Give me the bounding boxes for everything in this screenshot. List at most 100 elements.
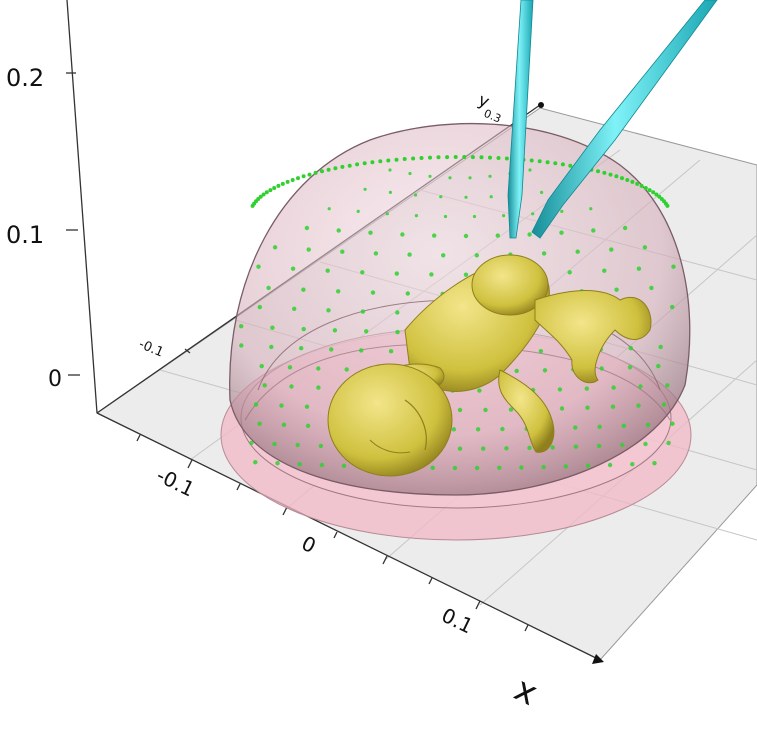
x-ticks [136, 434, 529, 632]
sensor-point [488, 174, 492, 178]
sensor-point [602, 170, 607, 175]
sensor-point [432, 233, 437, 238]
sensor-point [301, 326, 306, 332]
sensor-point [362, 161, 367, 166]
sensor-point [269, 344, 274, 350]
sensor-point [256, 264, 261, 269]
sensor-point [585, 405, 590, 410]
sensor-point [591, 228, 596, 233]
sensor-point [320, 169, 324, 174]
sensor-point [645, 422, 651, 427]
sensor-point [395, 329, 400, 335]
sensor-point [568, 163, 573, 168]
sensor-point [470, 155, 475, 160]
sensor-point [297, 462, 302, 467]
sensor-point [542, 368, 548, 373]
fetus-model [327, 254, 652, 477]
sensor-point [475, 427, 481, 432]
sensor-point [326, 308, 331, 313]
sensor-point [316, 385, 321, 390]
sensor-point [527, 232, 532, 237]
sensor-point [559, 230, 564, 235]
sensor-point [327, 207, 331, 211]
sensor-point [451, 427, 457, 432]
sensor-point [373, 251, 379, 256]
sensor-point [472, 214, 477, 219]
sensor-point [253, 460, 258, 465]
sensor-point [563, 464, 568, 469]
sensor-point [479, 155, 484, 160]
sensor-point [370, 160, 375, 165]
sensor-point [665, 383, 670, 388]
sensor-point [670, 304, 675, 310]
sensor-point [584, 386, 589, 391]
sensor-point [671, 264, 676, 269]
sensor-point [550, 445, 555, 450]
sensor-point [275, 461, 280, 466]
sensor-point [654, 192, 659, 197]
sensor-point [457, 407, 463, 413]
sensor-point [514, 368, 519, 374]
sensor-point [643, 186, 648, 190]
sensor-point [326, 167, 331, 172]
sensor-point [336, 228, 341, 233]
sensor-point [666, 440, 671, 446]
sensor-point [378, 159, 383, 164]
sensor-point [304, 225, 310, 231]
sensor-point [596, 169, 600, 174]
sensor-point [341, 463, 347, 468]
z-tick-label-0: 0.2 [6, 64, 44, 92]
sensor-point [301, 287, 306, 292]
sensor-point [630, 462, 635, 467]
sensor-point [477, 388, 482, 393]
sensor-point [336, 289, 341, 294]
sensor-point [316, 366, 321, 371]
sensor-point [527, 445, 532, 451]
sensor-point [468, 176, 472, 180]
sensor-point [359, 348, 364, 353]
sensor-point [656, 363, 661, 369]
sensor-point [560, 162, 565, 167]
sensor-point [483, 407, 488, 413]
sensor-point [649, 285, 654, 291]
sensor-point [453, 155, 458, 159]
sensor-point [462, 155, 467, 159]
sensor-point [292, 306, 297, 311]
sensor-point [661, 402, 667, 407]
sensor-point [585, 463, 591, 468]
sensor-point [597, 424, 602, 429]
sensor-point [325, 268, 330, 273]
sensor-point [567, 270, 572, 275]
sensor-point [445, 155, 450, 160]
sensor-point [529, 158, 534, 163]
sensor-point [400, 232, 405, 237]
sensor-point [596, 443, 602, 449]
sensor-point [620, 176, 624, 181]
sensor-point [621, 423, 627, 428]
sensor-point [441, 253, 446, 258]
sensor-point [411, 156, 416, 161]
sensor-point [319, 462, 325, 468]
sensor-point [589, 207, 593, 211]
z-tick-label-2: 0 [48, 367, 62, 392]
sensor-point [259, 363, 264, 369]
sensor-point [388, 168, 392, 172]
sensor-point [638, 384, 643, 389]
sensor-point [261, 192, 266, 197]
sensor-point [628, 346, 633, 351]
sensor-point [280, 181, 285, 186]
sensor-point [268, 188, 273, 193]
sensor-point [497, 465, 502, 470]
sensor-point [481, 446, 486, 451]
sensor-point [610, 404, 616, 409]
sensor-point [355, 162, 360, 167]
x-axis-title: x [508, 669, 544, 714]
sensor-point [474, 465, 480, 471]
sensor-point [270, 325, 275, 330]
sensor-point [439, 195, 443, 199]
z-tick-label-1: 0.1 [6, 221, 44, 249]
sensor-point [386, 158, 391, 163]
sensor-point [296, 176, 300, 181]
sensor-point [289, 384, 294, 389]
